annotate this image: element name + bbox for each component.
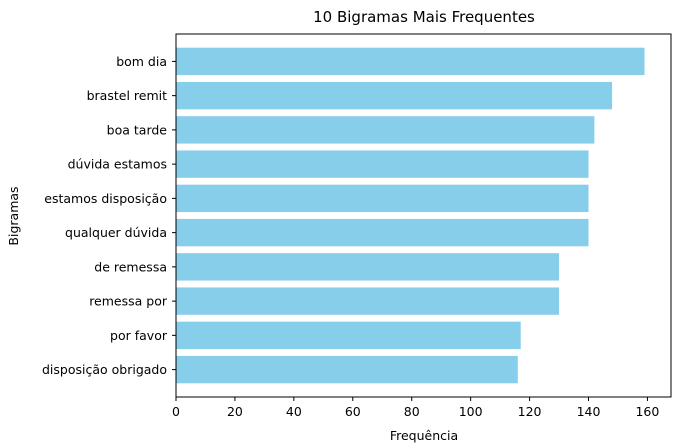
bar-remessa-por xyxy=(176,287,560,315)
bar-bom-dia xyxy=(176,47,645,76)
x-tick-label: 60 xyxy=(345,404,361,419)
bar-dúvida-estamos xyxy=(176,150,589,178)
y-tick-label: qualquer dúvida xyxy=(65,225,167,240)
x-tick-label: 140 xyxy=(577,404,601,419)
y-tick-label: dúvida estamos xyxy=(68,157,167,172)
y-tick-label: disposição obrigado xyxy=(42,362,167,377)
x-tick-label: 80 xyxy=(404,404,420,419)
x-tick-label: 160 xyxy=(635,404,659,419)
y-axis-ticks: bom dia brastel remit boa tarde dúvida esta… xyxy=(42,54,176,377)
x-tick-label: 20 xyxy=(227,404,243,419)
x-axis-title: Frequência xyxy=(390,428,458,443)
bar-estamos-disposição xyxy=(176,184,589,213)
plot-frame xyxy=(175,33,672,398)
y-tick-label: brastel remit xyxy=(87,88,167,103)
y-axis-title: Bigramas xyxy=(6,186,21,245)
bar-brastel-remit xyxy=(176,81,613,110)
y-tick-label: bom dia xyxy=(116,54,167,69)
bar-disposição-obrigado xyxy=(176,355,518,384)
x-tick-label: 0 xyxy=(172,404,180,419)
y-tick-label: boa tarde xyxy=(107,122,168,137)
chart-title: 10 Bigramas Mais Frequentes xyxy=(313,8,535,26)
x-axis-ticks: 0 20 40 60 80 100 120 140 160 xyxy=(172,397,659,419)
y-tick-label: remessa por xyxy=(89,294,168,309)
bar-boa-tarde xyxy=(176,116,595,144)
y-tick-label: de remessa xyxy=(94,259,167,274)
y-tick-label: estamos disposição xyxy=(44,191,167,206)
x-tick-label: 100 xyxy=(459,404,483,419)
x-tick-label: 120 xyxy=(518,404,542,419)
bar-de-remessa xyxy=(176,253,560,281)
bar-por-favor xyxy=(176,321,521,350)
x-tick-label: 40 xyxy=(286,404,302,419)
bars-group xyxy=(176,47,645,384)
bar-qualquer-dúvida xyxy=(176,218,589,247)
y-tick-label: por favor xyxy=(110,328,168,343)
